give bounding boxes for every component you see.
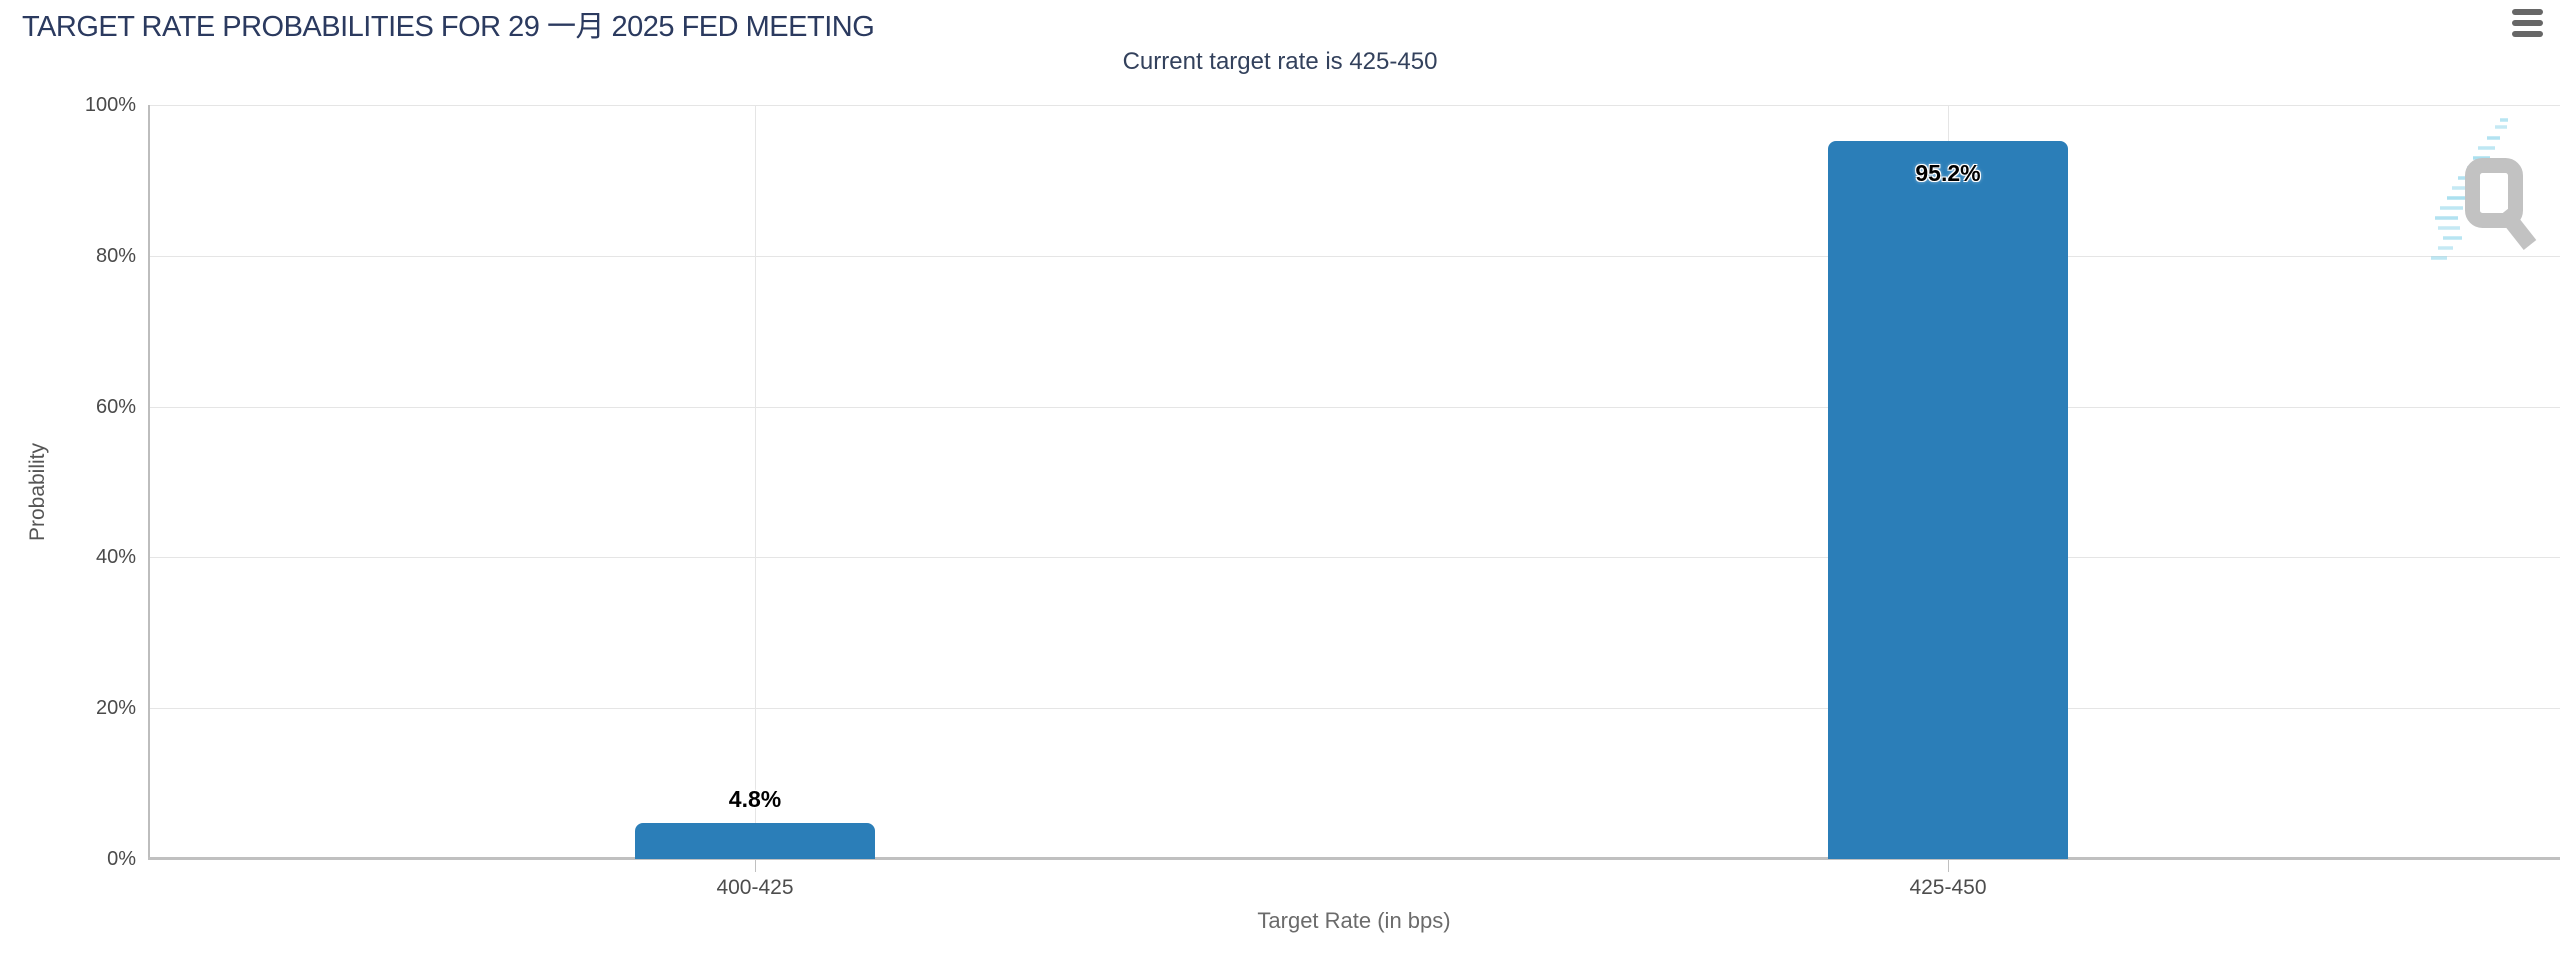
x-axis-title: Target Rate (in bps): [1257, 908, 1451, 933]
hamburger-menu-icon: [2512, 31, 2543, 37]
bar-400-425[interactable]: [635, 823, 875, 859]
bar-value-label: 95.2%: [1915, 160, 1981, 186]
x-axis-line: [148, 857, 2560, 860]
y-tick-label: 20%: [95, 697, 136, 719]
y-axis-title: Probability: [26, 442, 49, 542]
gridline-100: [148, 105, 2560, 106]
page-title: TARGET RATE PROBABILITIES FOR 29 一月 2025…: [22, 11, 875, 43]
bar-value-label: 4.8%: [728, 786, 782, 812]
hamburger-menu-icon: [2512, 20, 2543, 26]
y-tick-label: 0%: [107, 848, 136, 870]
x-tick-mark: [1948, 860, 1949, 872]
hamburger-menu-button[interactable]: [2512, 7, 2544, 39]
y-tick-label: 100%: [84, 94, 136, 116]
x-tick-mark: [755, 860, 756, 872]
gridline-60: [148, 407, 2560, 408]
y-axis-line: [148, 105, 150, 859]
x-category-label: 425-450: [1909, 876, 1987, 899]
gridline-category-1: [755, 105, 756, 859]
y-tick-label: 40%: [95, 546, 136, 568]
hamburger-menu-icon: [2512, 9, 2543, 15]
gridline-20: [148, 708, 2560, 709]
chart-subtitle: Current target rate is 425-450: [1122, 48, 1438, 75]
x-category-label: 400-425: [716, 876, 794, 899]
bar-425-450[interactable]: [1828, 141, 2068, 859]
y-tick-label: 60%: [95, 396, 136, 418]
y-tick-label: 80%: [95, 245, 136, 267]
gridline-40: [148, 557, 2560, 558]
plot-area: 4.8% 95.2%: [148, 105, 2560, 872]
gridline-80: [148, 256, 2560, 257]
